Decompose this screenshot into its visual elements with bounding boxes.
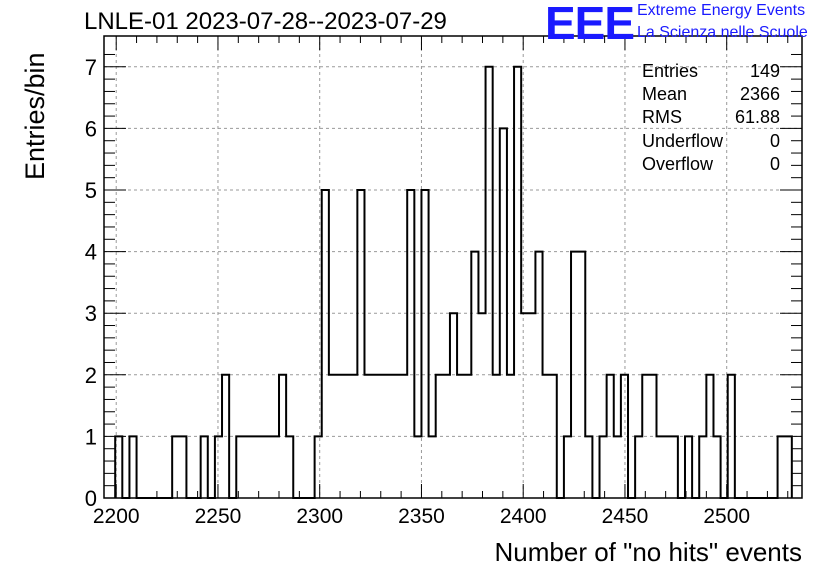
stats-row-entries: Entries 149 [642,60,780,83]
logo-line-1: Extreme Energy Events [637,2,806,19]
x-tick-label: 2350 [398,505,445,528]
chart-title: LNLE-01 2023-07-28--2023-07-29 [84,8,447,35]
stats-value: 149 [749,61,780,81]
stats-row-mean: Mean 2366 [642,83,780,106]
x-tick-label: 2400 [500,505,547,528]
stats-row-overflow: Overflow 0 [642,153,780,176]
stats-label: RMS [642,107,682,128]
stats-value: 0 [769,153,780,174]
stats-value: 61.88 [734,107,780,128]
y-tick-label: 6 [85,116,97,141]
stats-row-underflow: Underflow 0 [642,130,780,153]
stats-row-rms: RMS 61.88 [642,106,780,129]
y-tick-label: 2 [85,363,97,388]
stats-value: 0 [769,130,780,151]
y-axis-label: Entries/bin [20,52,50,180]
stats-value: 2366 [739,84,780,105]
x-tick-label: 2250 [195,505,242,528]
logo-line-2: La Scienza nelle Scuole [637,24,808,41]
y-tick-label: 4 [85,240,97,265]
x-tick-label: 2450 [602,505,649,528]
y-tick-label: 0 [85,486,97,511]
stats-box: Entries 149 Mean 2366 RMS 61.88 Underflo… [642,60,780,176]
x-axis-label: Number of "no hits" events [494,537,803,567]
x-tick-label: 2500 [703,505,750,528]
y-tick-label: 3 [85,301,97,326]
stats-label: Entries [642,61,699,81]
stats-label: Mean [642,84,688,105]
y-tick-label: 7 [85,55,97,80]
x-tick-label: 2200 [93,505,140,528]
stats-label: Overflow [642,153,714,174]
y-tick-label: 5 [85,178,97,203]
plot-frame [103,35,803,499]
stats-label: Underflow [642,130,724,151]
eee-logo: EEE [545,0,635,49]
y-tick-label: 1 [85,424,97,449]
x-tick-label: 2300 [296,505,343,528]
